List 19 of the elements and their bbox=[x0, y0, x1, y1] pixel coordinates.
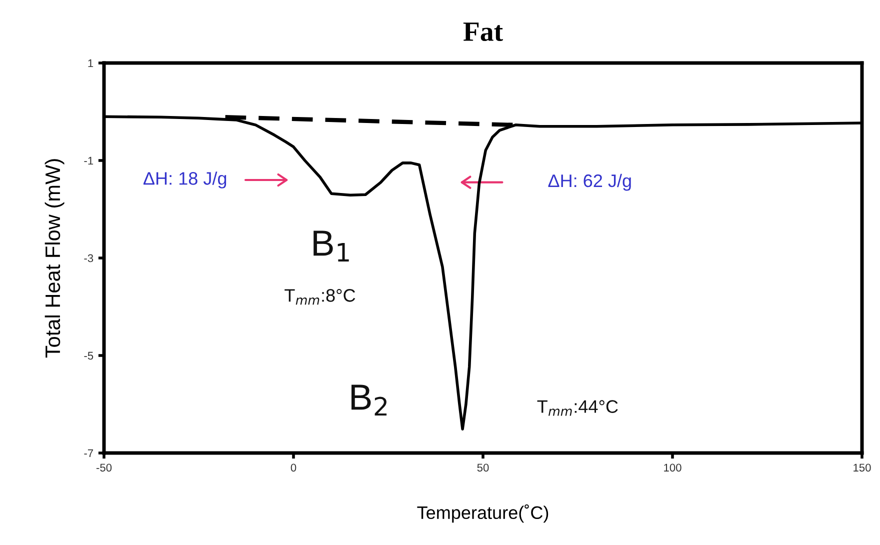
annotation: T$_{mm}$:44°C bbox=[537, 400, 618, 416]
y-tick-label: -5 bbox=[84, 352, 94, 360]
annotation: ΔH: 18 J/g bbox=[143, 172, 226, 188]
x-tick-label: 150 bbox=[854, 464, 871, 472]
x-tick-label: 50 bbox=[477, 464, 489, 472]
x-tick-label: 0 bbox=[290, 464, 296, 472]
annotation: T$_{mm}$:8°C bbox=[284, 289, 356, 305]
y-tick-label: -3 bbox=[84, 254, 94, 262]
annotation: B$_{2}$ bbox=[352, 384, 387, 416]
y-tick-label: -1 bbox=[84, 156, 94, 165]
y-tick-label: 1 bbox=[88, 59, 94, 68]
annotation: ΔH: 62 J/g bbox=[548, 174, 631, 191]
chart-title: Fat bbox=[463, 22, 503, 42]
x-tick-label: -50 bbox=[96, 464, 112, 472]
x-axis-title: Temperature(˚C) bbox=[417, 504, 548, 523]
y-axis-title: Total Heat Flow (mW) bbox=[44, 159, 64, 358]
annotation: B$_{1}$ bbox=[314, 230, 349, 262]
x-tick-label: 100 bbox=[664, 464, 682, 472]
y-tick-label: -7 bbox=[84, 449, 94, 458]
